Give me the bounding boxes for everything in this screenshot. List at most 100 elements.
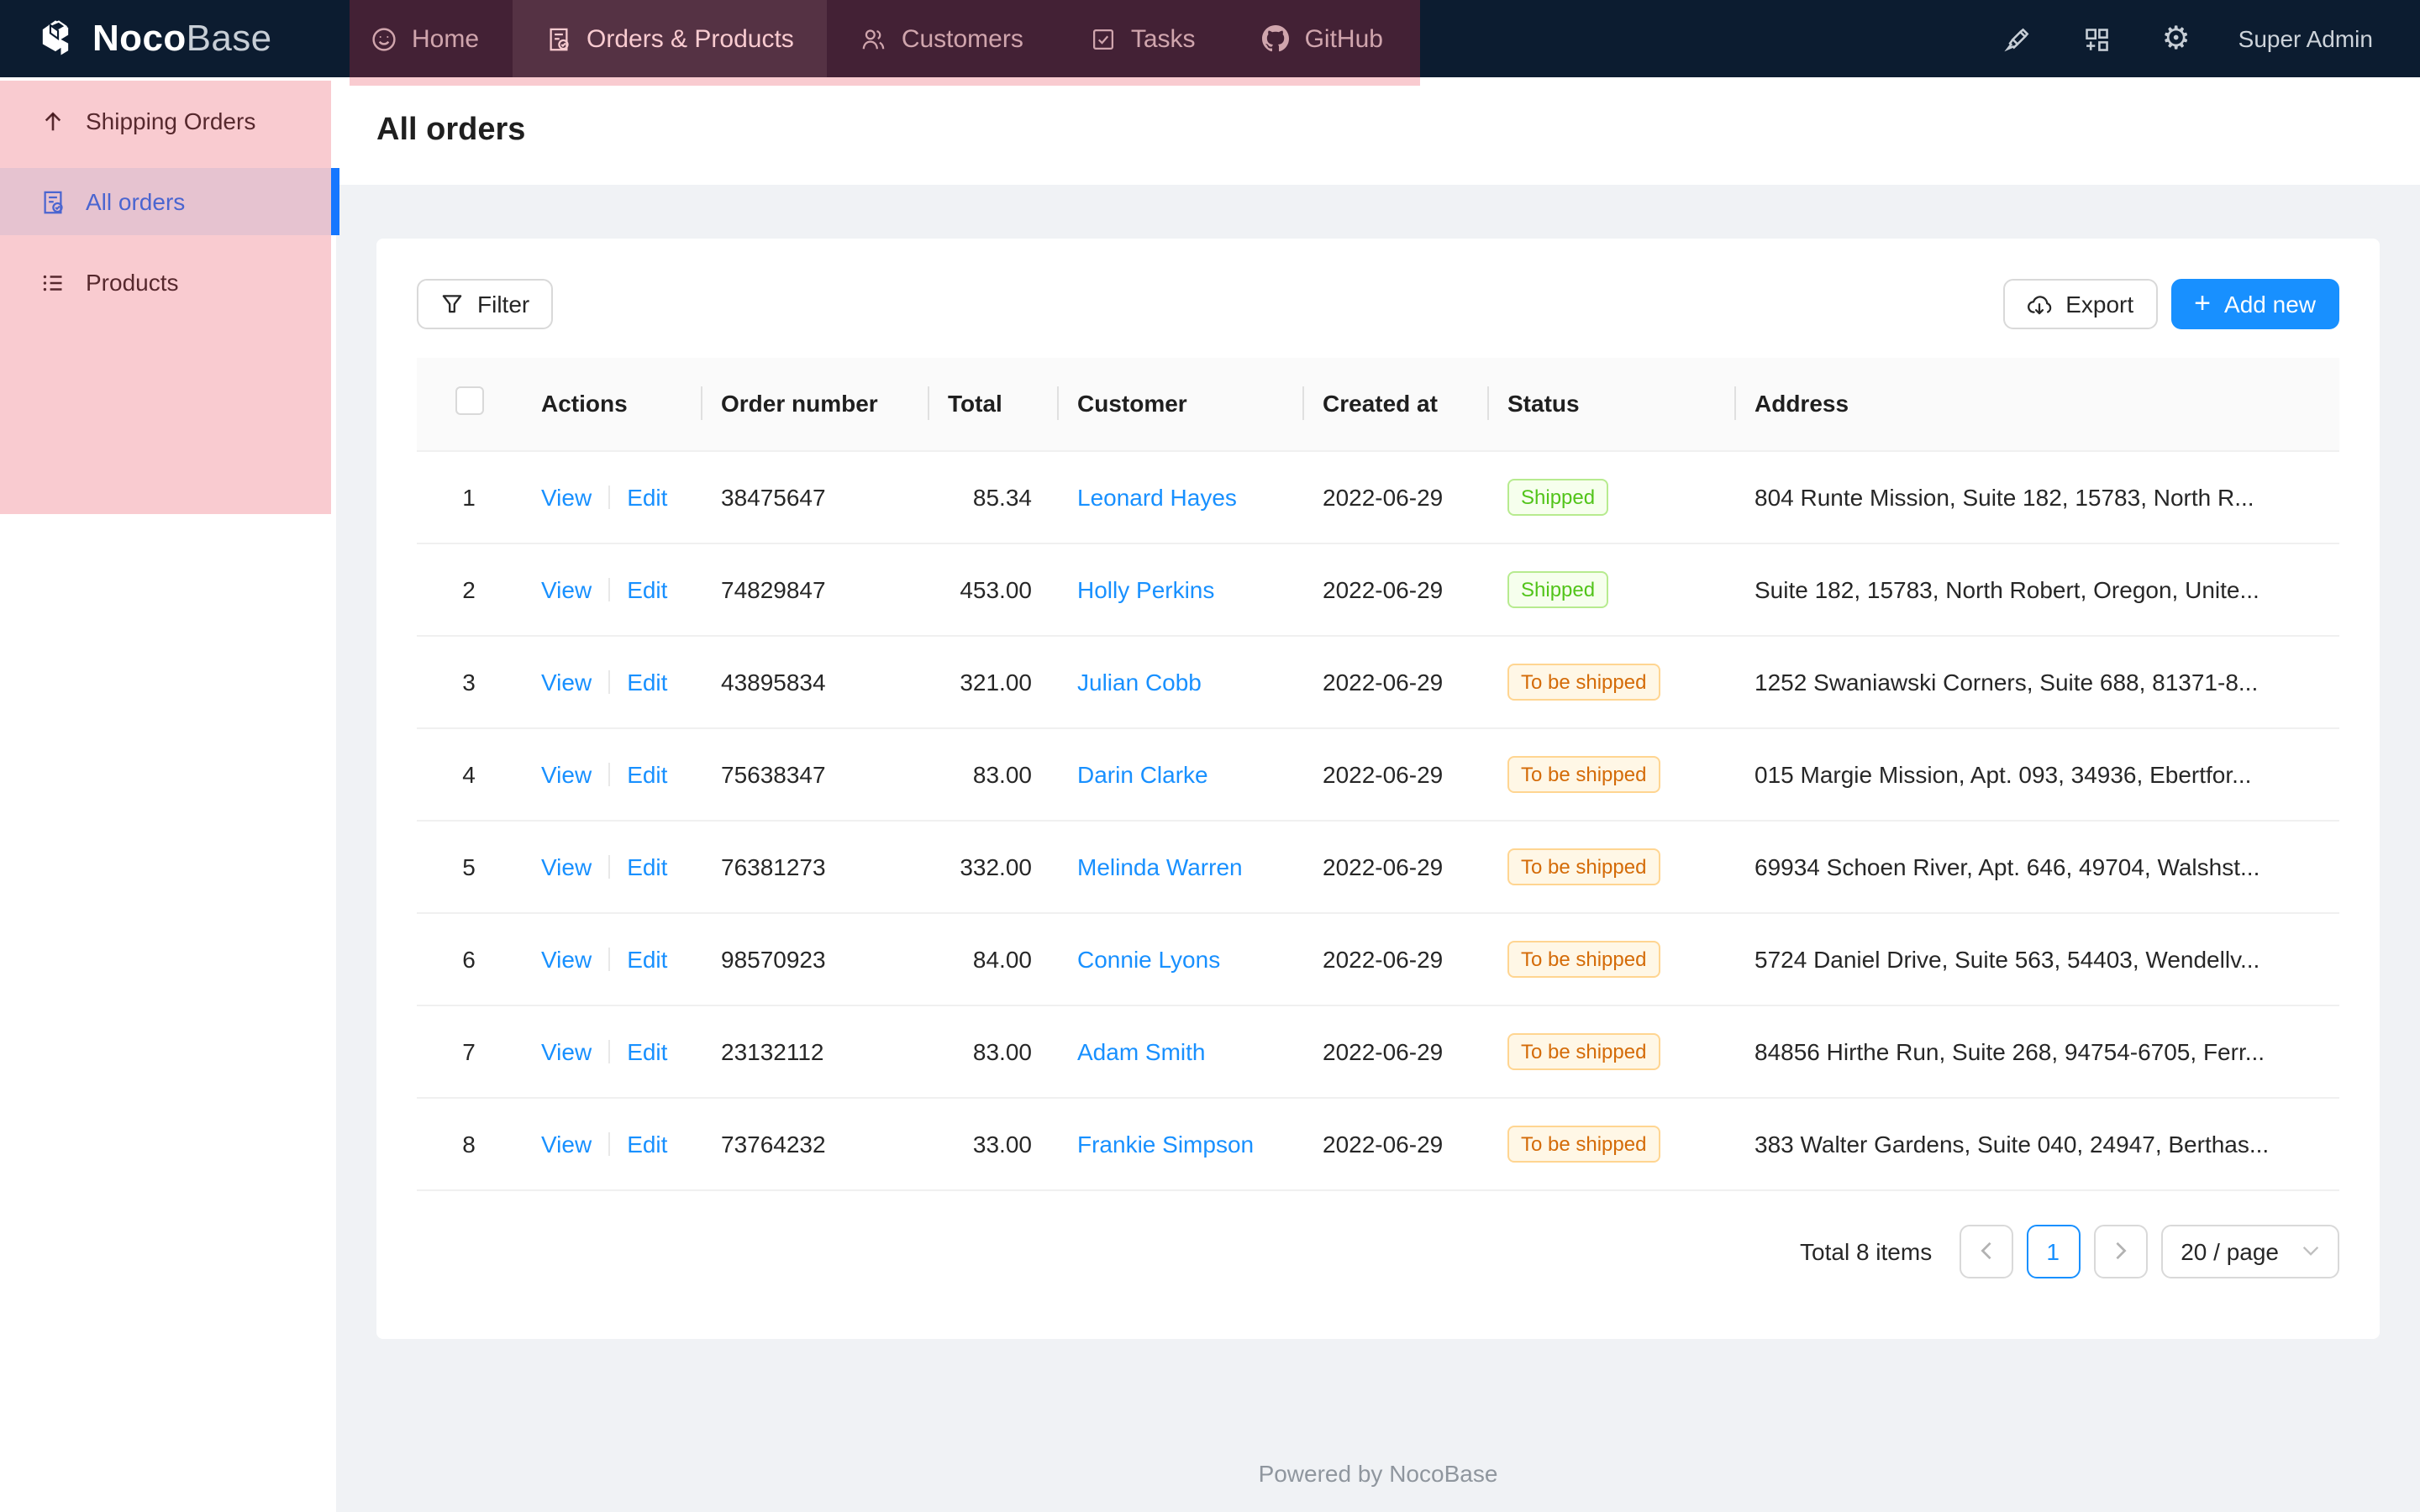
edit-link[interactable]: Edit — [627, 853, 668, 879]
customer-cell: Leonard Hayes — [1057, 449, 1302, 543]
view-link[interactable]: View — [541, 1130, 592, 1157]
status-badge: To be shipped — [1507, 848, 1660, 885]
total-cell: 332.00 — [928, 820, 1057, 913]
created-at-cell: 2022-06-29 — [1302, 635, 1487, 728]
nav-item-orders-products[interactable]: Orders & Products — [513, 0, 828, 77]
add-new-button[interactable]: + Add new — [2170, 279, 2339, 329]
file-check-icon — [44, 190, 63, 213]
pagination-page-1[interactable]: 1 — [2026, 1224, 2081, 1278]
orders-table: Actions Order number Total Customer Crea… — [417, 358, 2339, 1190]
cloud-download-icon — [2028, 295, 2052, 314]
customer-cell: Melinda Warren — [1057, 820, 1302, 913]
total-cell: 84.00 — [928, 912, 1057, 1005]
edit-link[interactable]: Edit — [627, 575, 668, 602]
sidebar-item-all-orders[interactable]: All orders — [0, 168, 339, 235]
brand[interactable]: NocoBase — [0, 17, 338, 60]
status-cell: To be shipped — [1487, 727, 1734, 821]
pagination-next-button[interactable] — [2093, 1224, 2148, 1278]
order-number-cell: 43895834 — [701, 635, 928, 728]
row-index: 1 — [417, 449, 521, 543]
main-nav: Home Orders & Products Customers — [338, 0, 1417, 77]
address-cell: Suite 182, 15783, North Robert, Oregon, … — [1734, 543, 2339, 636]
status-badge: To be shipped — [1507, 940, 1660, 977]
customer-link[interactable]: Connie Lyons — [1077, 945, 1221, 972]
view-link[interactable]: View — [541, 575, 592, 602]
address-cell: 804 Runte Mission, Suite 182, 15783, Nor… — [1734, 449, 2339, 543]
customer-link[interactable]: Holly Perkins — [1077, 575, 1215, 602]
total-cell: 33.00 — [928, 1097, 1057, 1190]
edit-link[interactable]: Edit — [627, 760, 668, 787]
col-header-customer: Customer — [1057, 358, 1302, 450]
col-header-actions: Actions — [521, 358, 701, 450]
powered-by-footer[interactable]: Powered by NocoBase — [1258, 1459, 1498, 1486]
export-button[interactable]: Export — [2003, 279, 2158, 329]
edit-link[interactable]: Edit — [627, 483, 668, 510]
row-actions: View Edit — [521, 1005, 701, 1098]
ui-editor-pen-icon[interactable] — [2002, 22, 2035, 55]
customer-link[interactable]: Julian Cobb — [1077, 668, 1202, 695]
view-link[interactable]: View — [541, 945, 592, 972]
view-link[interactable]: View — [541, 760, 592, 787]
customer-link[interactable]: Adam Smith — [1077, 1037, 1206, 1064]
table-row: 1 View Edit 38475647 85.34 Leonard Hayes 2022-… — [417, 449, 2339, 543]
row-index: 4 — [417, 727, 521, 821]
top-navbar: NocoBase Home Orders & Produ — [0, 0, 2420, 77]
customer-link[interactable]: Frankie Simpson — [1077, 1130, 1255, 1157]
total-cell: 83.00 — [928, 1005, 1057, 1098]
status-badge: To be shipped — [1507, 755, 1660, 792]
select-all-checkbox[interactable] — [455, 386, 483, 416]
table-row: 3 View Edit 43895834 321.00 Julian Cobb 2022-0… — [417, 635, 2339, 728]
add-block-icon[interactable] — [2081, 22, 2114, 55]
export-button-label: Export — [2065, 291, 2134, 318]
chevron-right-icon — [2115, 1242, 2126, 1260]
edit-link[interactable]: Edit — [627, 1037, 668, 1064]
order-number-cell: 75638347 — [701, 727, 928, 821]
nav-item-tasks[interactable]: Tasks — [1057, 0, 1229, 77]
status-cell: Shipped — [1487, 543, 1734, 636]
nav-item-label: Orders & Products — [587, 24, 794, 53]
created-at-cell: 2022-06-29 — [1302, 1005, 1487, 1098]
sidebar-item-shipping-orders[interactable]: Shipping Orders — [0, 87, 336, 155]
view-link[interactable]: View — [541, 483, 592, 510]
view-link[interactable]: View — [541, 1037, 592, 1064]
order-number-cell: 98570923 — [701, 912, 928, 1005]
customer-link[interactable]: Leonard Hayes — [1077, 483, 1237, 510]
col-header-status: Status — [1487, 358, 1734, 450]
table-toolbar: Filter Export + Add new — [417, 279, 2339, 329]
view-link[interactable]: View — [541, 668, 592, 695]
row-actions: View Edit — [521, 727, 701, 821]
nav-item-customers[interactable]: Customers — [828, 0, 1057, 77]
created-at-cell: 2022-06-29 — [1302, 449, 1487, 543]
row-actions: View Edit — [521, 912, 701, 1005]
page-size-select[interactable]: 20 / page — [2160, 1224, 2339, 1278]
arrow-up-icon — [45, 111, 61, 130]
created-at-cell: 2022-06-29 — [1302, 543, 1487, 636]
created-at-cell: 2022-06-29 — [1302, 912, 1487, 1005]
filter-button[interactable]: Filter — [417, 279, 554, 329]
filter-funnel-icon — [442, 295, 462, 313]
settings-gear-icon[interactable]: ⚙ — [2161, 21, 2191, 56]
table-row: 7 View Edit 23132112 83.00 Adam Smith 2022-06-… — [417, 1005, 2339, 1098]
sidebar-item-products[interactable]: Products — [0, 249, 336, 316]
status-badge: Shipped — [1507, 478, 1609, 515]
edit-link[interactable]: Edit — [627, 1130, 668, 1157]
nav-item-github[interactable]: GitHub — [1229, 0, 1417, 77]
view-link[interactable]: View — [541, 853, 592, 879]
pagination-prev-button[interactable] — [1959, 1224, 2013, 1278]
customer-link[interactable]: Melinda Warren — [1077, 853, 1243, 879]
address-cell: 383 Walter Gardens, Suite 040, 24947, Be… — [1734, 1097, 2339, 1190]
customer-link[interactable]: Darin Clarke — [1077, 760, 1208, 787]
edit-link[interactable]: Edit — [627, 668, 668, 695]
user-menu[interactable]: Super Admin — [2238, 25, 2373, 52]
smile-icon — [372, 27, 396, 50]
order-number-cell: 74829847 — [701, 543, 928, 636]
sidebar-item-label: Shipping Orders — [86, 108, 256, 134]
edit-link[interactable]: Edit — [627, 945, 668, 972]
order-number-cell: 23132112 — [701, 1005, 928, 1098]
col-header-created-at: Created at — [1302, 358, 1487, 450]
status-badge: To be shipped — [1507, 1032, 1660, 1069]
action-divider — [608, 1039, 611, 1063]
action-divider — [608, 854, 611, 878]
action-divider — [608, 577, 611, 601]
nav-item-home[interactable]: Home — [338, 0, 513, 77]
